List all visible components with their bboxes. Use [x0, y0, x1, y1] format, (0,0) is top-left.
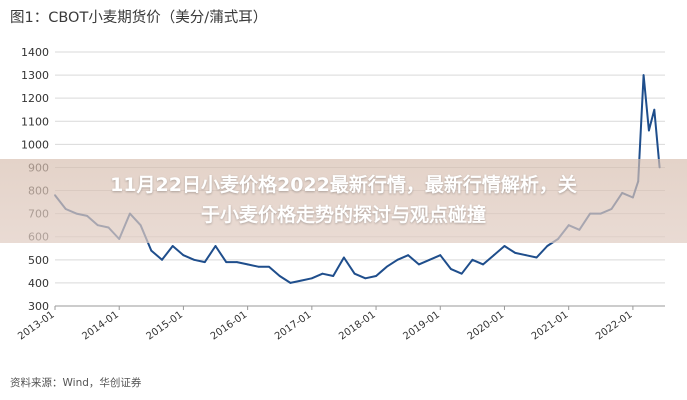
data-point: [492, 254, 495, 257]
x-tick-label: 2015-01: [145, 309, 186, 342]
figure-title: 图1：CBOT小麦期货价（美分/蒲式耳）: [10, 10, 268, 26]
data-point: [171, 245, 174, 247]
x-tick-label: 2016-01: [209, 309, 250, 342]
y-tick-label: 1400: [21, 46, 49, 59]
y-tick-label: 1100: [21, 115, 49, 128]
y-tick-label: 1300: [21, 69, 49, 82]
data-point: [450, 268, 452, 270]
data-point: [648, 129, 650, 132]
data-point: [535, 256, 538, 259]
data-point: [428, 258, 431, 261]
data-point: [161, 258, 163, 261]
headline-line-1: 11月22日小麦价格2022最新行情，最新行情解析，关: [110, 174, 577, 196]
data-point: [503, 245, 506, 247]
data-point: [514, 251, 517, 254]
data-point: [268, 265, 270, 268]
data-point: [289, 282, 292, 284]
y-tick-label: 300: [28, 300, 49, 313]
x-tick-label: 2017-01: [273, 309, 314, 342]
data-point: [482, 263, 484, 266]
x-tick-label: 2018-01: [337, 309, 378, 342]
data-point: [353, 272, 356, 275]
data-point: [642, 74, 645, 76]
x-tick-label: 2021-01: [530, 309, 571, 342]
data-point: [396, 258, 399, 261]
data-point: [225, 261, 228, 264]
data-point: [300, 279, 303, 282]
data-point: [460, 272, 463, 275]
data-point: [471, 258, 474, 261]
data-point: [343, 256, 345, 259]
data-point: [310, 277, 313, 280]
data-point: [193, 258, 196, 261]
y-tick-label: 1200: [21, 92, 49, 105]
data-point: [246, 263, 249, 266]
data-point: [417, 263, 420, 266]
data-point: [332, 275, 335, 277]
headline-line-2: 于小麦价格走势的探讨与观点碰撞: [200, 204, 486, 226]
y-tick-label: 400: [28, 277, 49, 290]
data-point: [439, 254, 442, 257]
data-point: [385, 265, 388, 268]
x-axis-ticks: 2013-01 2014-01 2015-01 2016-01 2017-01 2018-…: [16, 306, 635, 342]
data-point: [364, 277, 367, 280]
data-point: [653, 108, 656, 111]
data-point: [278, 275, 281, 277]
data-point: [214, 245, 217, 247]
data-point: [236, 261, 238, 264]
data-point: [321, 272, 324, 275]
source-note: 资料来源：Wind，华创证券: [10, 377, 142, 389]
y-tick-label: 1000: [21, 138, 49, 151]
data-point: [524, 254, 527, 257]
data-point: [182, 254, 185, 257]
x-tick-label: 2022-01: [594, 309, 635, 342]
x-tick-label: 2019-01: [401, 309, 442, 342]
headline-overlay-band: [0, 159, 687, 243]
data-point: [407, 254, 410, 257]
x-tick-label: 2020-01: [466, 309, 507, 342]
data-point: [375, 275, 377, 277]
x-tick-label: 2014-01: [80, 309, 121, 342]
data-point: [546, 245, 549, 247]
headline-overlay: 11月22日小麦价格2022最新行情，最新行情解析，关 于小麦价格走势的探讨与观…: [0, 170, 687, 230]
x-tick-label: 2013-01: [16, 309, 57, 342]
data-point: [257, 265, 260, 268]
data-point: [150, 249, 153, 252]
y-tick-label: 500: [28, 254, 49, 267]
data-point: [203, 261, 206, 264]
